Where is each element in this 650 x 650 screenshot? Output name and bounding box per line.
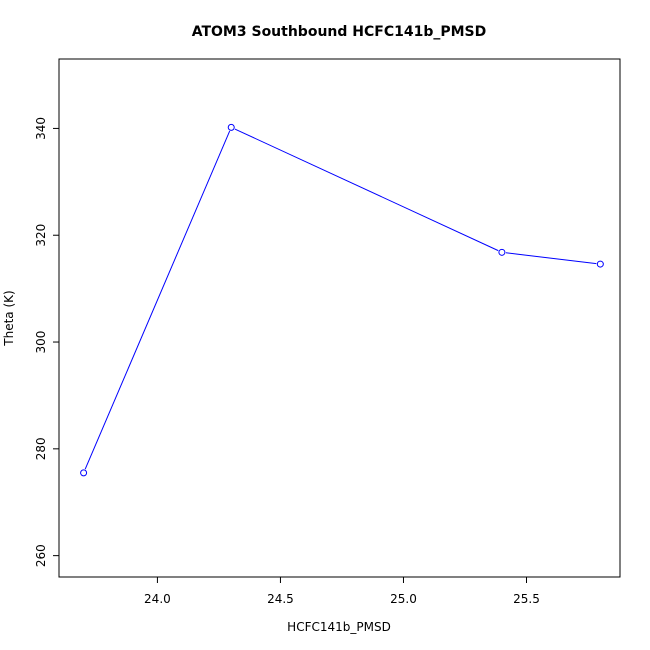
series-line-segment — [505, 252, 597, 265]
data-point — [80, 469, 88, 477]
y-tick-label: 280 — [34, 437, 48, 460]
y-tick-label: 340 — [34, 117, 48, 140]
y-tick-label: 300 — [34, 331, 48, 354]
y-axis: 260 280 300 320 340 — [34, 117, 59, 567]
x-axis: 24.0 24.5 25.0 25.5 — [144, 577, 540, 606]
y-tick-label: 260 — [34, 544, 48, 567]
series-line-segment — [234, 128, 499, 252]
data-point — [596, 260, 604, 268]
series-layer — [80, 123, 604, 477]
y-axis-label: Theta (K) — [2, 290, 16, 346]
x-tick-label: 24.0 — [144, 592, 171, 606]
y-tick-label: 320 — [34, 224, 48, 247]
plot-frame — [58, 58, 621, 578]
x-axis-label: HCFC141b_PMSD — [287, 620, 391, 634]
series-line-segment — [84, 130, 231, 470]
x-tick-label: 24.5 — [267, 592, 294, 606]
data-point — [498, 248, 506, 256]
chart-title: ATOM3 Southbound HCFC141b_PMSD — [192, 24, 487, 40]
x-tick-label: 25.5 — [513, 592, 540, 606]
x-tick-label: 25.0 — [390, 592, 417, 606]
data-point — [227, 123, 235, 131]
